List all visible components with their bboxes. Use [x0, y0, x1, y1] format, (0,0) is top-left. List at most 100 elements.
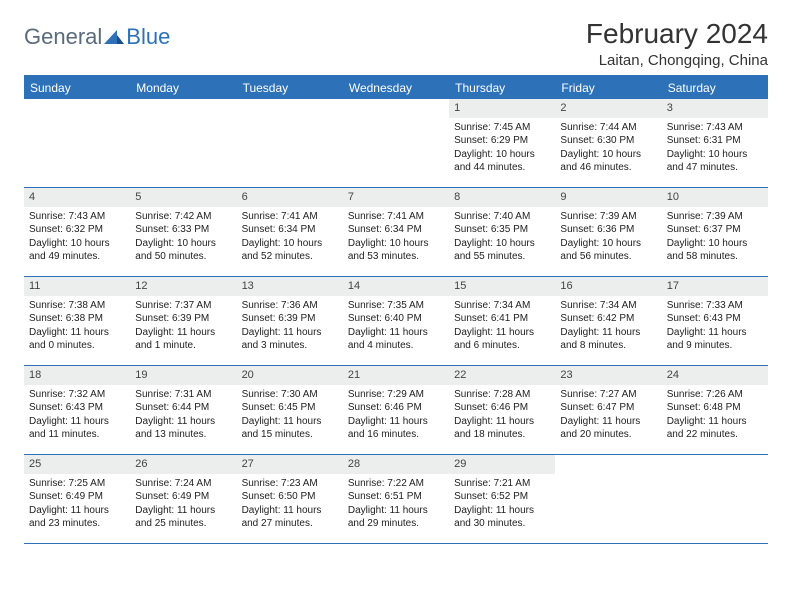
day-sunset: Sunset: 6:46 PM [348, 401, 444, 415]
day-sunrise: Sunrise: 7:34 AM [560, 299, 656, 313]
day-sunset: Sunset: 6:34 PM [348, 223, 444, 237]
day-sunrise: Sunrise: 7:38 AM [29, 299, 125, 313]
day-body: Sunrise: 7:44 AMSunset: 6:30 PMDaylight:… [555, 118, 661, 180]
day-day2: and 44 minutes. [454, 161, 550, 175]
day-day2: and 11 minutes. [29, 428, 125, 442]
day-sunset: Sunset: 6:29 PM [454, 134, 550, 148]
day-day2: and 4 minutes. [348, 339, 444, 353]
day-day1: Daylight: 11 hours [135, 504, 231, 518]
day-sunset: Sunset: 6:49 PM [29, 490, 125, 504]
day-day1: Daylight: 11 hours [242, 326, 338, 340]
day-body: Sunrise: 7:42 AMSunset: 6:33 PMDaylight:… [130, 207, 236, 269]
day-body: Sunrise: 7:26 AMSunset: 6:48 PMDaylight:… [662, 385, 768, 447]
brand-blue: Blue [126, 24, 170, 50]
day-cell [237, 99, 343, 187]
week-row: 4Sunrise: 7:43 AMSunset: 6:32 PMDaylight… [24, 188, 768, 277]
day-sunset: Sunset: 6:41 PM [454, 312, 550, 326]
day-body: Sunrise: 7:31 AMSunset: 6:44 PMDaylight:… [130, 385, 236, 447]
weeks-container: 1Sunrise: 7:45 AMSunset: 6:29 PMDaylight… [24, 99, 768, 544]
day-body: Sunrise: 7:34 AMSunset: 6:42 PMDaylight:… [555, 296, 661, 358]
day-day1: Daylight: 11 hours [560, 326, 656, 340]
day-cell: 15Sunrise: 7:34 AMSunset: 6:41 PMDayligh… [449, 277, 555, 365]
day-sunset: Sunset: 6:49 PM [135, 490, 231, 504]
day-cell: 4Sunrise: 7:43 AMSunset: 6:32 PMDaylight… [24, 188, 130, 276]
day-sunset: Sunset: 6:43 PM [667, 312, 763, 326]
day-sunset: Sunset: 6:33 PM [135, 223, 231, 237]
day-day1: Daylight: 11 hours [29, 504, 125, 518]
day-sunset: Sunset: 6:44 PM [135, 401, 231, 415]
day-cell [555, 455, 661, 543]
day-day2: and 13 minutes. [135, 428, 231, 442]
day-number: 14 [343, 277, 449, 296]
day-sunrise: Sunrise: 7:41 AM [348, 210, 444, 224]
day-day1: Daylight: 11 hours [348, 504, 444, 518]
day-sunrise: Sunrise: 7:41 AM [242, 210, 338, 224]
day-day2: and 58 minutes. [667, 250, 763, 264]
day-day2: and 25 minutes. [135, 517, 231, 531]
day-cell: 16Sunrise: 7:34 AMSunset: 6:42 PMDayligh… [555, 277, 661, 365]
day-sunrise: Sunrise: 7:31 AM [135, 388, 231, 402]
day-number: 7 [343, 188, 449, 207]
day-sunset: Sunset: 6:50 PM [242, 490, 338, 504]
day-day1: Daylight: 11 hours [667, 326, 763, 340]
day-number: 11 [24, 277, 130, 296]
day-day1: Daylight: 10 hours [454, 237, 550, 251]
day-day1: Daylight: 11 hours [29, 326, 125, 340]
weekday-cell: Sunday [24, 77, 130, 99]
day-cell: 24Sunrise: 7:26 AMSunset: 6:48 PMDayligh… [662, 366, 768, 454]
day-cell: 27Sunrise: 7:23 AMSunset: 6:50 PMDayligh… [237, 455, 343, 543]
day-body: Sunrise: 7:40 AMSunset: 6:35 PMDaylight:… [449, 207, 555, 269]
day-day2: and 18 minutes. [454, 428, 550, 442]
weekday-cell: Thursday [449, 77, 555, 99]
day-day1: Daylight: 10 hours [29, 237, 125, 251]
day-cell: 14Sunrise: 7:35 AMSunset: 6:40 PMDayligh… [343, 277, 449, 365]
day-number: 18 [24, 366, 130, 385]
day-number: 24 [662, 366, 768, 385]
weekday-cell: Saturday [662, 77, 768, 99]
day-number: 13 [237, 277, 343, 296]
weekday-cell: Friday [555, 77, 661, 99]
day-day1: Daylight: 11 hours [454, 326, 550, 340]
day-body: Sunrise: 7:32 AMSunset: 6:43 PMDaylight:… [24, 385, 130, 447]
day-sunrise: Sunrise: 7:22 AM [348, 477, 444, 491]
day-sunset: Sunset: 6:35 PM [454, 223, 550, 237]
day-number: 6 [237, 188, 343, 207]
weekday-cell: Wednesday [343, 77, 449, 99]
day-body: Sunrise: 7:24 AMSunset: 6:49 PMDaylight:… [130, 474, 236, 536]
week-row: 18Sunrise: 7:32 AMSunset: 6:43 PMDayligh… [24, 366, 768, 455]
day-day2: and 23 minutes. [29, 517, 125, 531]
day-cell: 28Sunrise: 7:22 AMSunset: 6:51 PMDayligh… [343, 455, 449, 543]
day-body: Sunrise: 7:37 AMSunset: 6:39 PMDaylight:… [130, 296, 236, 358]
day-sunset: Sunset: 6:43 PM [29, 401, 125, 415]
day-sunrise: Sunrise: 7:37 AM [135, 299, 231, 313]
day-sunset: Sunset: 6:42 PM [560, 312, 656, 326]
day-day1: Daylight: 11 hours [29, 415, 125, 429]
day-day2: and 30 minutes. [454, 517, 550, 531]
day-cell: 7Sunrise: 7:41 AMSunset: 6:34 PMDaylight… [343, 188, 449, 276]
day-sunrise: Sunrise: 7:34 AM [454, 299, 550, 313]
day-body: Sunrise: 7:41 AMSunset: 6:34 PMDaylight:… [343, 207, 449, 269]
day-day1: Daylight: 11 hours [135, 326, 231, 340]
day-number: 26 [130, 455, 236, 474]
day-sunset: Sunset: 6:40 PM [348, 312, 444, 326]
day-cell: 8Sunrise: 7:40 AMSunset: 6:35 PMDaylight… [449, 188, 555, 276]
day-day2: and 1 minute. [135, 339, 231, 353]
week-row: 1Sunrise: 7:45 AMSunset: 6:29 PMDaylight… [24, 99, 768, 188]
day-cell: 25Sunrise: 7:25 AMSunset: 6:49 PMDayligh… [24, 455, 130, 543]
day-day1: Daylight: 10 hours [348, 237, 444, 251]
day-number: 9 [555, 188, 661, 207]
day-sunset: Sunset: 6:34 PM [242, 223, 338, 237]
day-day2: and 6 minutes. [454, 339, 550, 353]
day-day1: Daylight: 11 hours [242, 504, 338, 518]
day-sunrise: Sunrise: 7:45 AM [454, 121, 550, 135]
day-sunrise: Sunrise: 7:21 AM [454, 477, 550, 491]
day-sunrise: Sunrise: 7:27 AM [560, 388, 656, 402]
day-day2: and 8 minutes. [560, 339, 656, 353]
day-day1: Daylight: 10 hours [560, 148, 656, 162]
weekday-cell: Monday [130, 77, 236, 99]
day-number: 3 [662, 99, 768, 118]
day-number: 5 [130, 188, 236, 207]
day-day2: and 16 minutes. [348, 428, 444, 442]
day-day2: and 15 minutes. [242, 428, 338, 442]
day-sunrise: Sunrise: 7:33 AM [667, 299, 763, 313]
